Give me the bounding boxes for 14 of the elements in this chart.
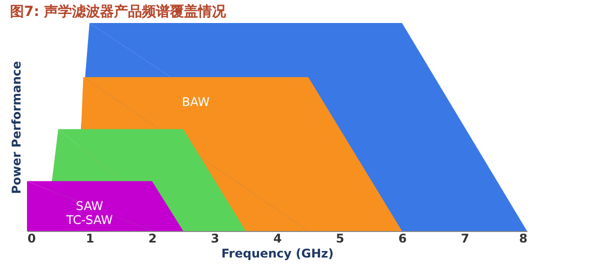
x-tick-label: 7 xyxy=(460,232,470,246)
x-tick-label: 6 xyxy=(398,232,407,246)
x-axis-title: Frequency (GHz) xyxy=(221,246,334,260)
x-tick-label: 4 xyxy=(273,232,282,246)
x-tick-label: 3 xyxy=(210,232,220,246)
x-tick-label: 8 xyxy=(519,232,528,246)
x-tick-label: 5 xyxy=(336,232,344,246)
series-label: BAW xyxy=(182,95,210,110)
x-tick-label: 1 xyxy=(86,232,94,246)
y-axis-title: Power Performance xyxy=(10,61,24,194)
x-tick-label: 2 xyxy=(148,232,157,246)
chart-title: 图7: 声学滤波器产品频谱覆盖情况 xyxy=(10,3,228,20)
x-tick-label: 0 xyxy=(28,232,36,246)
series-label: SAW TC-SAW xyxy=(65,199,113,228)
